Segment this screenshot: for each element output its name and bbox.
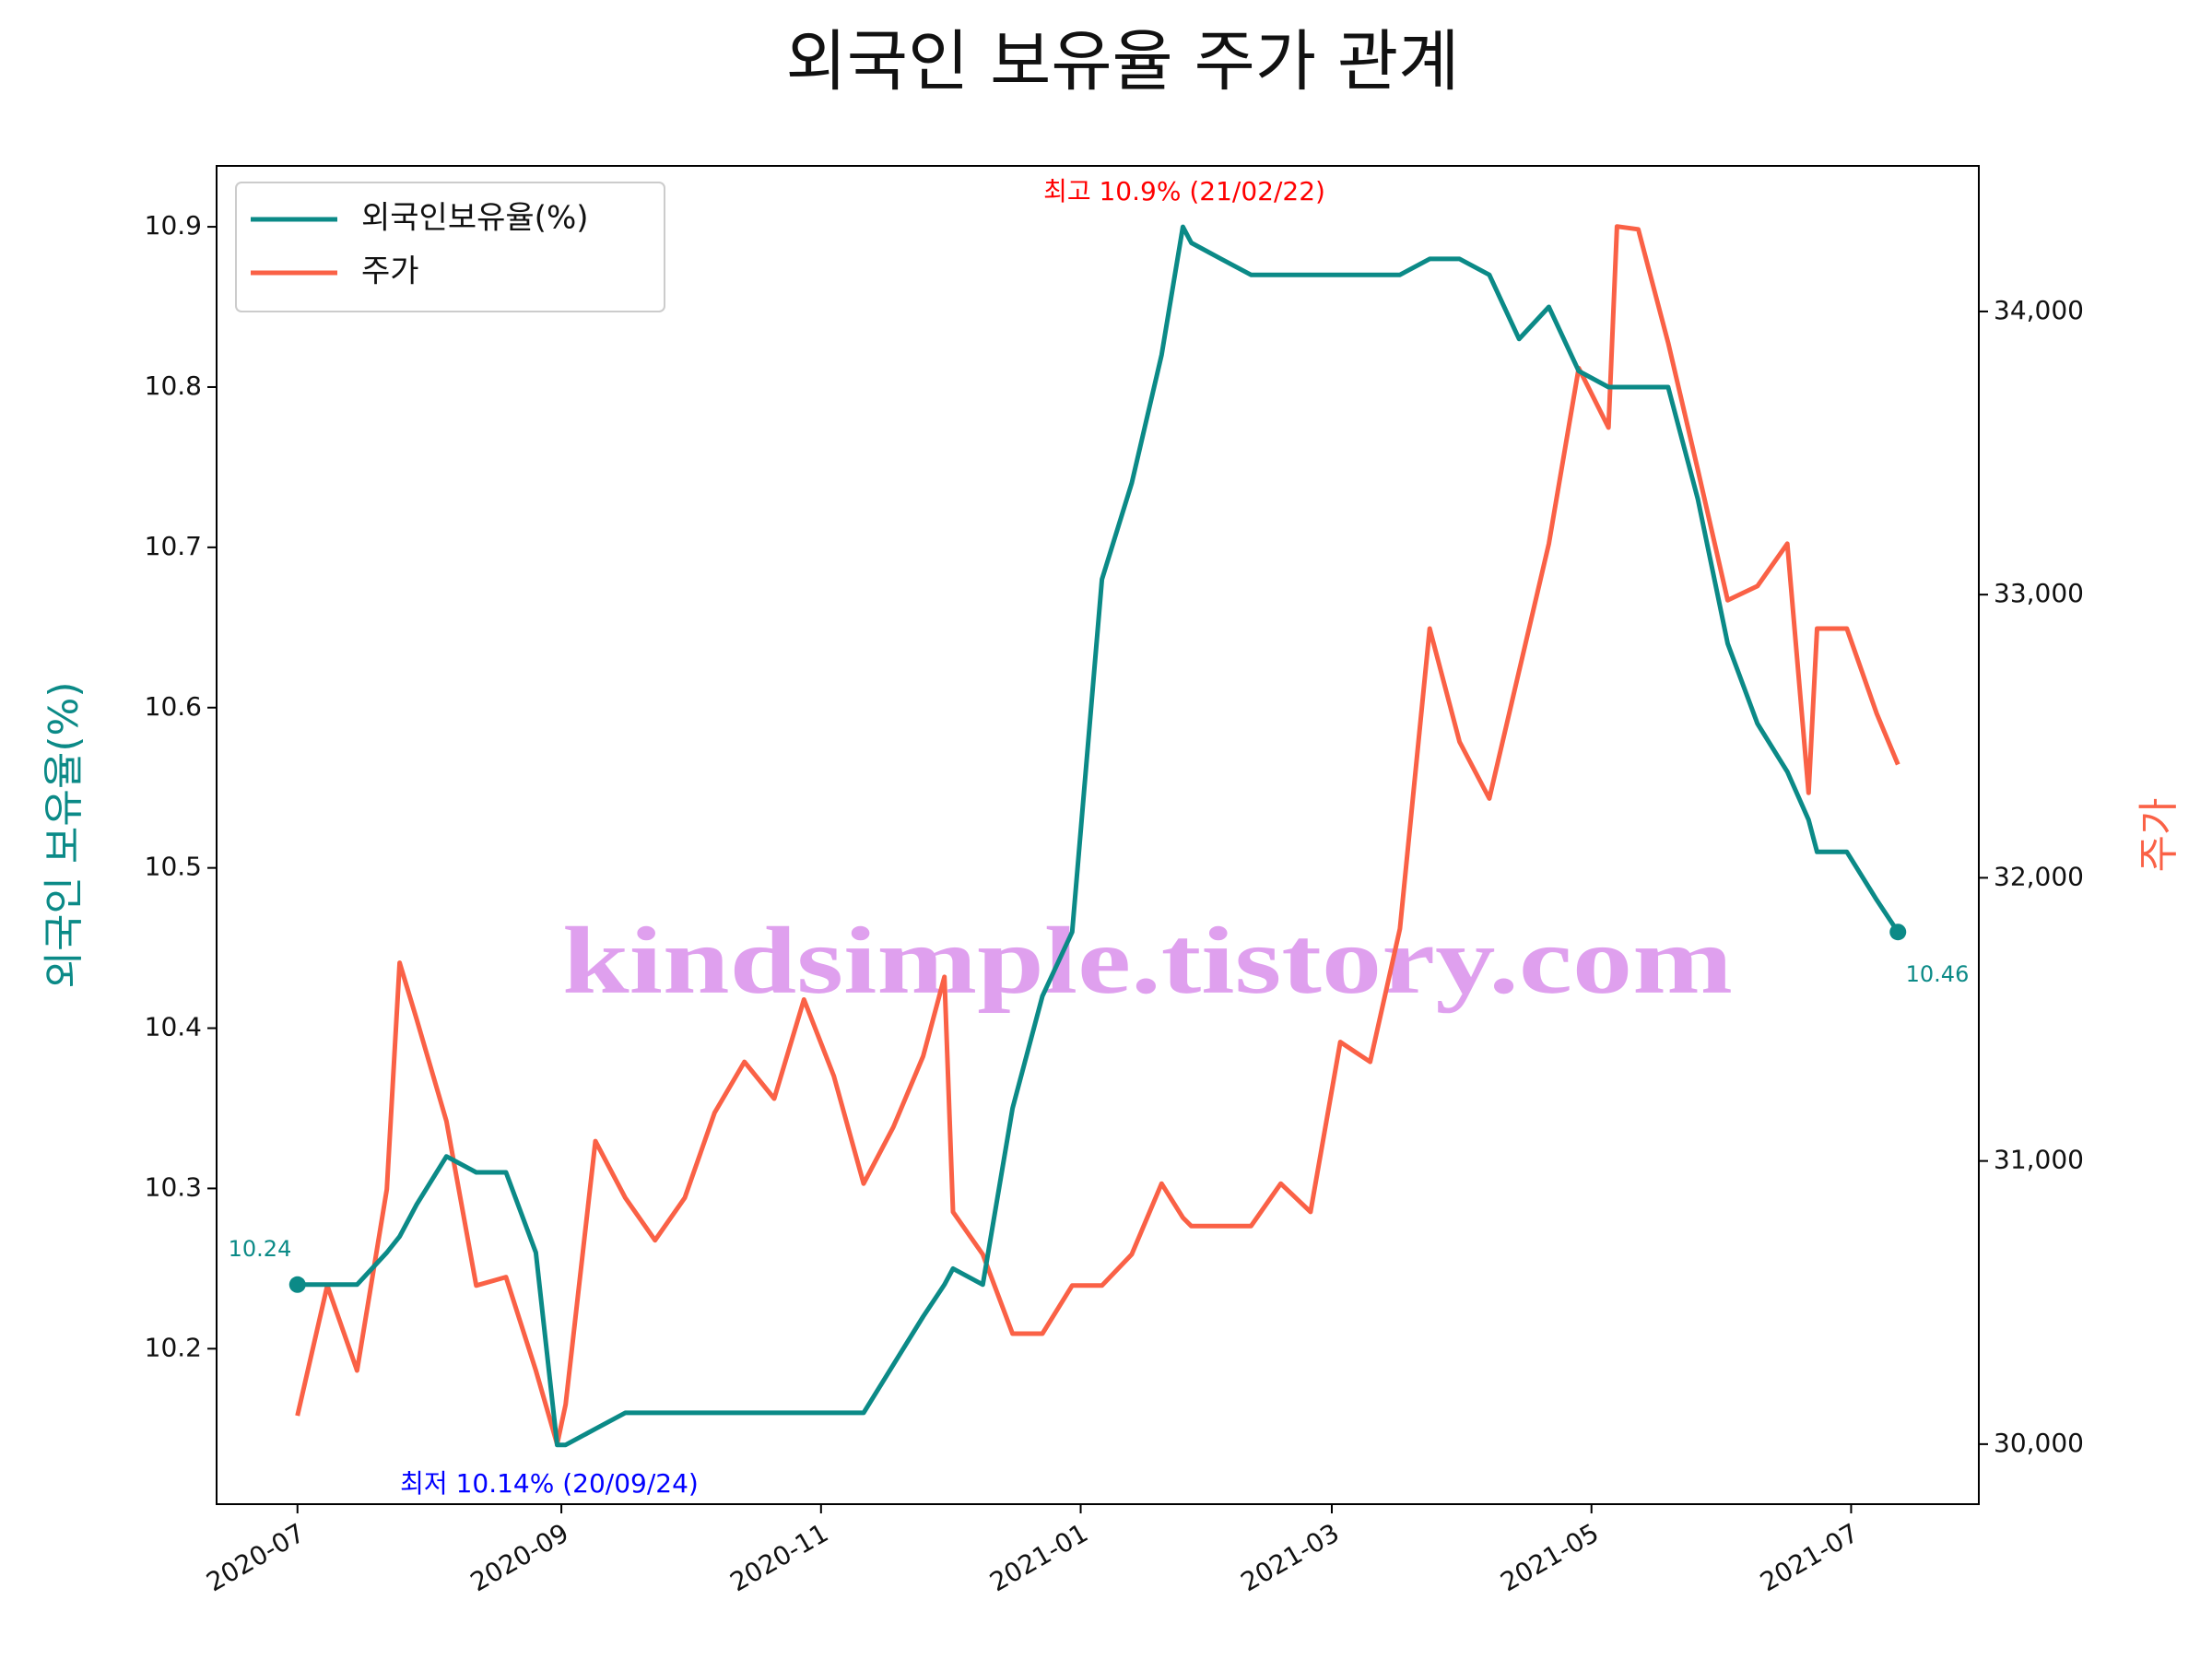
x-tick-label: 2020-07 — [201, 1517, 310, 1597]
end-annotation: 10.46 — [1906, 961, 1970, 987]
start-annotation: 10.24 — [229, 1236, 292, 1262]
plot-frame — [216, 165, 1980, 1505]
y-tick-label: 10.5 — [145, 852, 202, 882]
chart-title: 외국인 보유율 주가 관계 — [785, 23, 1459, 100]
y-axis-label: 외국인 보유율(%) — [41, 681, 88, 988]
legend-label: 외국인보유율(%) — [361, 200, 589, 237]
y2-tick-label: 34,000 — [1994, 295, 2084, 325]
y2-tick-label: 31,000 — [1994, 1145, 2084, 1175]
x-tick-label: 2020-09 — [465, 1517, 574, 1597]
watermark: kindsimple.tistory.com — [562, 908, 1733, 1014]
y2-axis-label: 주가 — [2136, 798, 2183, 873]
x-tick-label: 2021-07 — [1755, 1517, 1864, 1597]
y-tick-label: 10.8 — [145, 371, 202, 401]
y-tick-label: 10.9 — [145, 210, 202, 241]
legend-box — [235, 182, 665, 312]
y2-tick-label: 32,000 — [1994, 861, 2084, 891]
y-tick-label: 10.4 — [145, 1012, 202, 1042]
y-tick-label: 10.7 — [145, 531, 202, 561]
data-line — [297, 224, 1900, 1448]
y-tick-label: 10.3 — [145, 1171, 202, 1202]
max-annotation: 최고 10.9% (21/02/22) — [1043, 176, 1325, 206]
legend-label: 주가 — [361, 253, 419, 290]
x-tick-label: 2021-03 — [1236, 1517, 1345, 1597]
x-tick-label: 2021-05 — [1495, 1517, 1604, 1597]
endpoint-marker — [288, 1276, 306, 1293]
x-tick-label: 2021-01 — [984, 1517, 1093, 1597]
y-tick-label: 10.6 — [145, 691, 202, 722]
endpoint-marker — [1889, 924, 1907, 941]
min-annotation: 최저 10.14% (20/09/24) — [400, 1468, 699, 1499]
y-tick-label: 10.2 — [145, 1332, 202, 1362]
y2-tick-label: 33,000 — [1994, 578, 2084, 608]
x-tick-label: 2020-11 — [724, 1517, 833, 1597]
y2-tick-label: 30,000 — [1994, 1428, 2084, 1458]
